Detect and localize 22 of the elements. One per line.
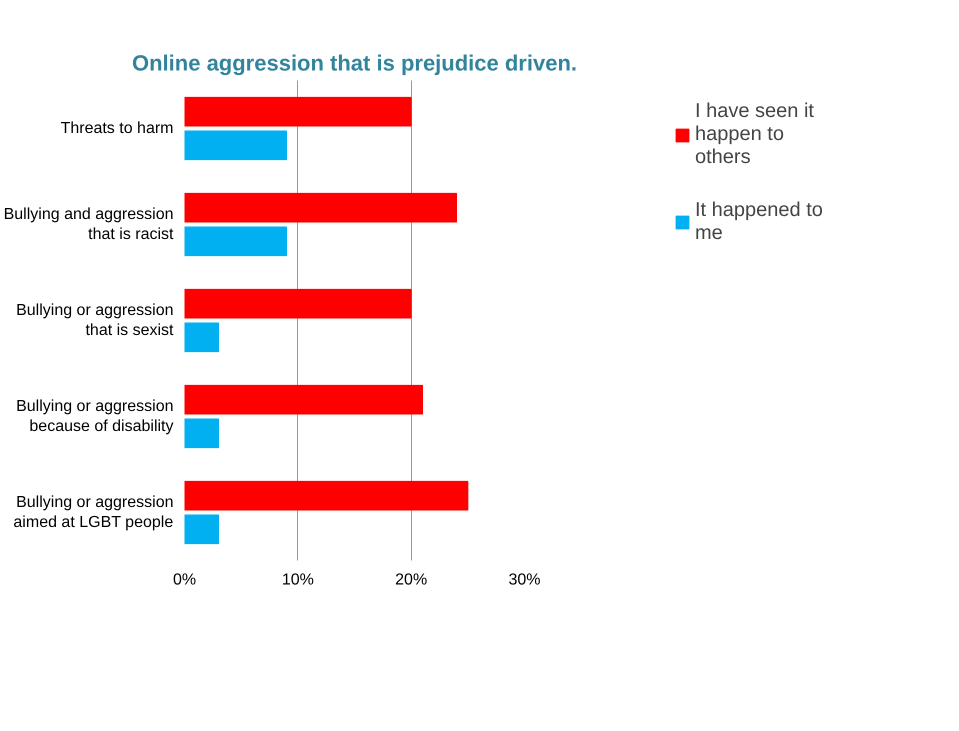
bar xyxy=(184,288,412,318)
legend-label: I have seen it happen to others xyxy=(695,100,814,169)
y-tick-label: Bullying and aggression that is racist xyxy=(4,206,174,244)
bar xyxy=(184,192,457,222)
bar xyxy=(184,480,468,510)
bar xyxy=(184,514,219,544)
y-tick-label: Threats to harm xyxy=(60,120,174,137)
y-tick-label: Bullying or aggression aimed at LGBT people xyxy=(13,494,174,532)
bar xyxy=(184,96,412,126)
y-tick-label: Bullying or aggression that is sexist xyxy=(16,302,174,340)
legend-label: It happened to me xyxy=(695,199,823,245)
bar xyxy=(184,322,219,352)
y-tick-label: Bullying or aggression because of disability xyxy=(16,398,174,436)
chart-title: Online aggression that is prejudice driven. xyxy=(132,50,577,76)
x-tick-label: 0% xyxy=(172,572,196,588)
bar xyxy=(184,384,423,414)
bar xyxy=(184,226,287,256)
bar xyxy=(184,418,219,448)
bar xyxy=(184,130,287,160)
x-tick-label: 30% xyxy=(508,572,541,588)
x-tick-label: 10% xyxy=(282,572,314,588)
x-tick-label: 20% xyxy=(395,572,428,588)
